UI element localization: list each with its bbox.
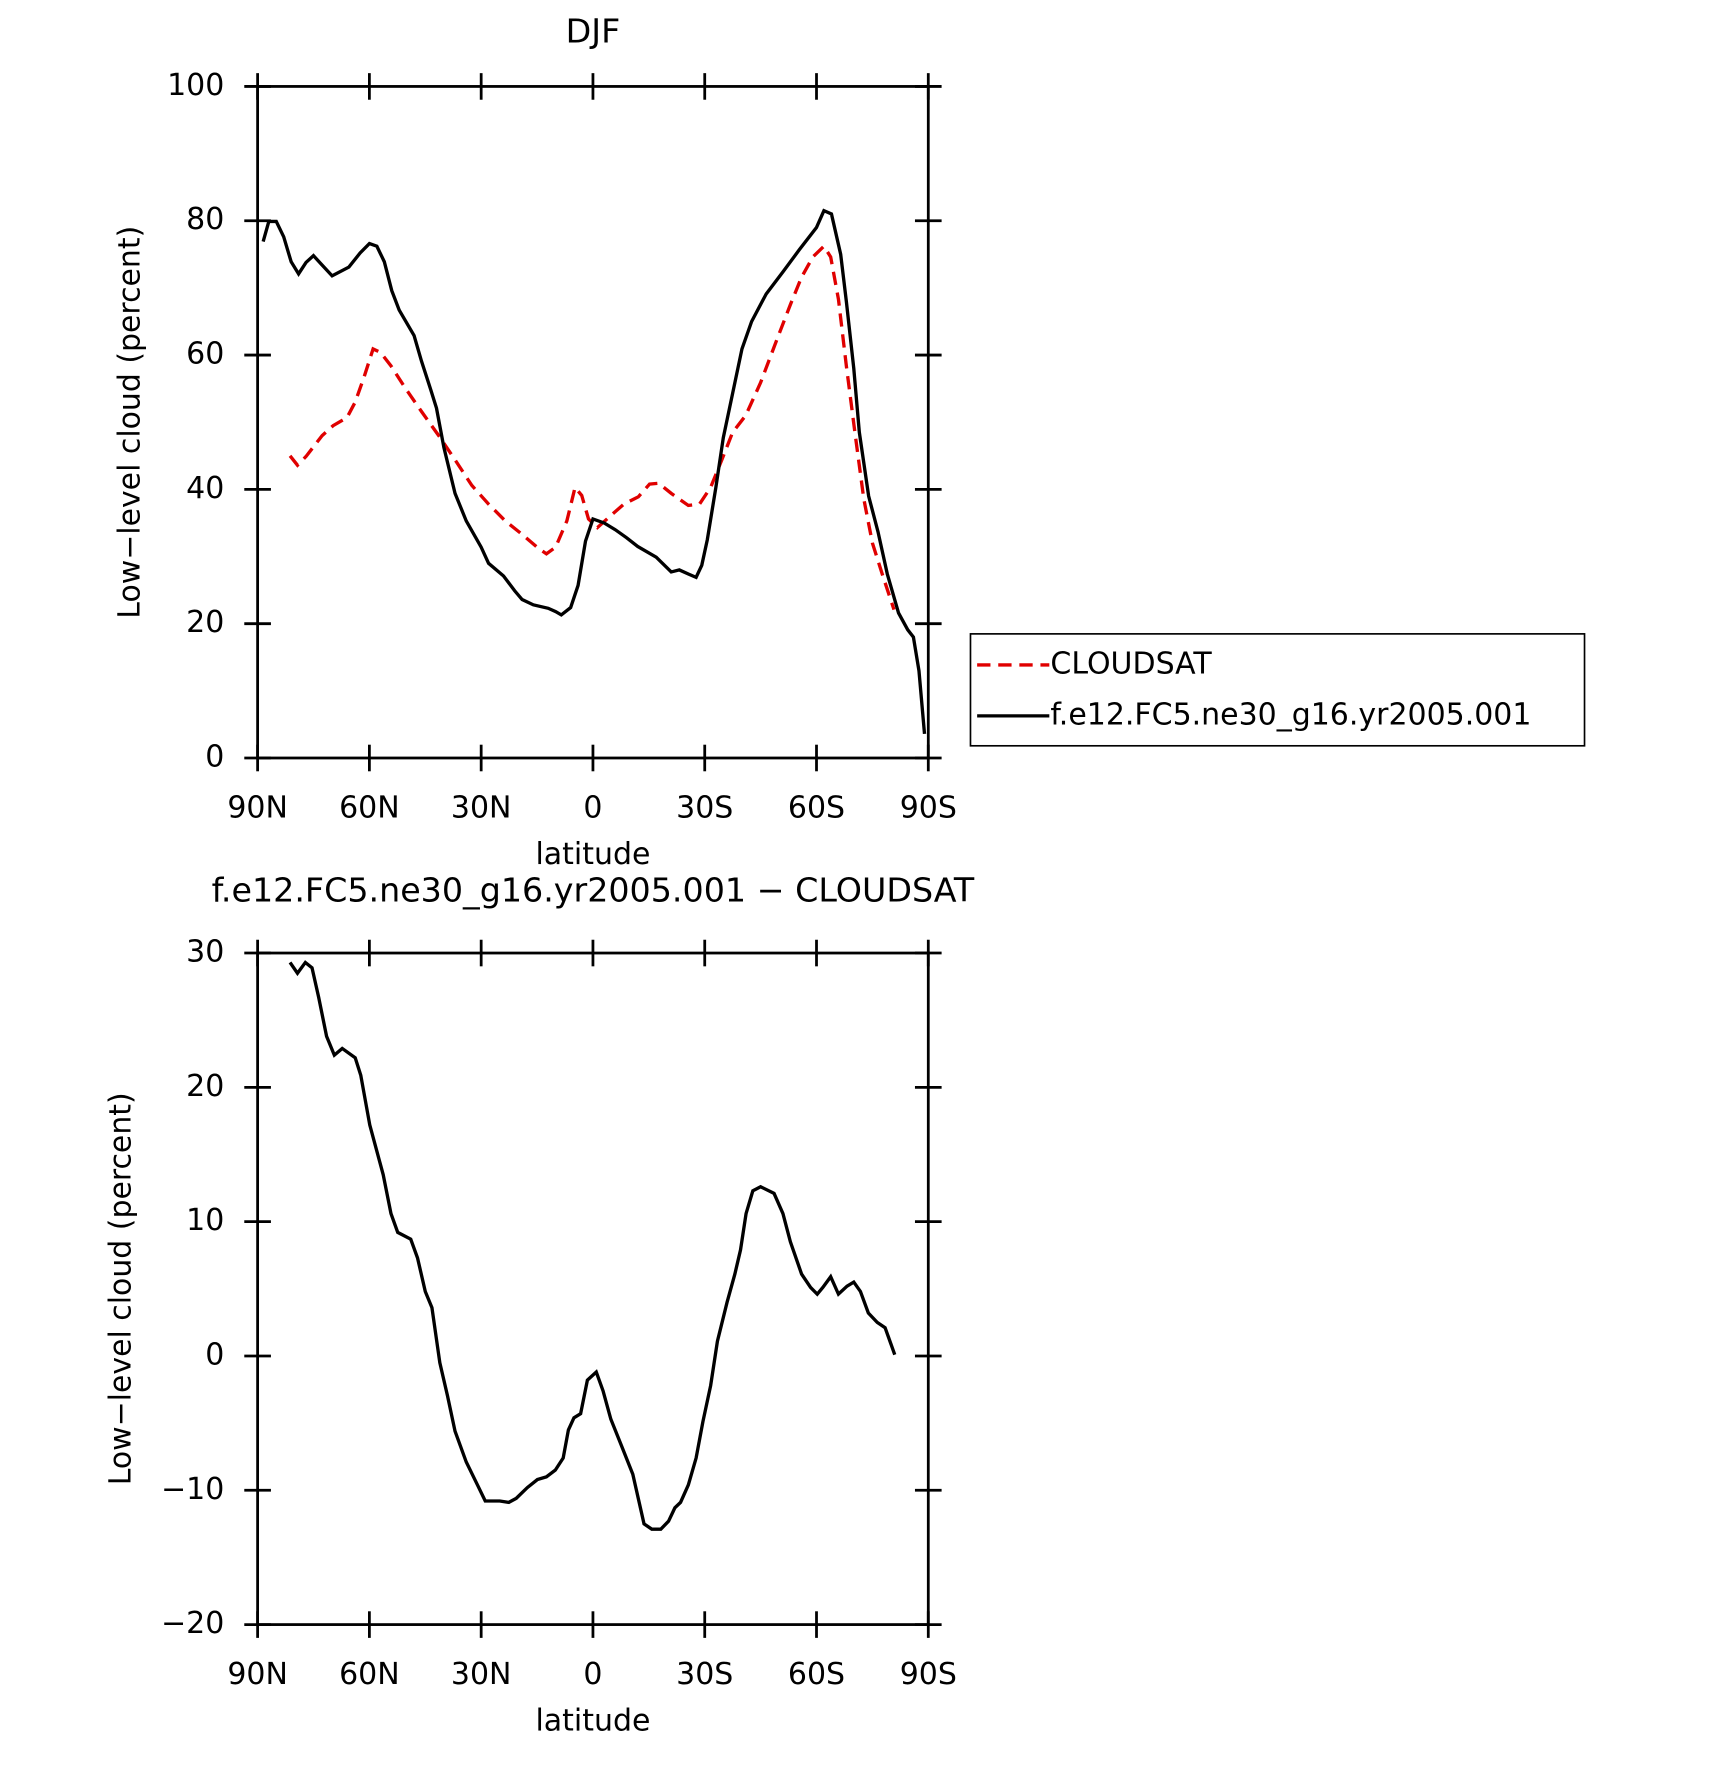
x-tick-label: 0	[583, 790, 602, 825]
y-tick-label: 30	[186, 935, 224, 970]
series-line	[261, 208, 927, 734]
x-tick-label: 60S	[788, 1657, 845, 1692]
x-tick-label: 30N	[451, 1657, 512, 1692]
plot-frame	[256, 951, 930, 1626]
plot-frame	[256, 85, 930, 760]
y-tick-label: 0	[205, 1337, 224, 1372]
x-tick-label: 90N	[227, 1657, 288, 1692]
series-line	[288, 960, 897, 1531]
x-tick-label: 60N	[339, 790, 400, 825]
legend-label: f.e12.FC5.ne30_g16.yr2005.001	[1050, 697, 1531, 732]
x-tick-label: 90S	[900, 1657, 957, 1692]
x-tick-label: 60S	[788, 790, 845, 825]
x-tick-label: 90S	[900, 790, 957, 825]
legend-label: CLOUDSAT	[1050, 646, 1212, 681]
x-tick-label: 30N	[451, 790, 512, 825]
y-axis-label: Low−level cloud (percent)	[104, 1092, 139, 1485]
y-tick-label: 60	[186, 337, 224, 372]
x-tick-label: 30S	[676, 790, 733, 825]
y-axis-label: Low−level cloud (percent)	[113, 226, 148, 619]
x-tick-label: 90N	[227, 790, 288, 825]
chart-title: DJF	[566, 12, 621, 51]
y-tick-label: 0	[205, 740, 224, 775]
y-tick-label: −10	[161, 1472, 224, 1507]
x-axis-label: latitude	[535, 837, 650, 872]
x-axis-label: latitude	[535, 1704, 650, 1739]
y-tick-label: −20	[161, 1606, 224, 1641]
chart-title: f.e12.FC5.ne30_g16.yr2005.001 − CLOUDSAT	[212, 871, 975, 910]
series-line	[288, 243, 896, 611]
x-tick-label: 60N	[339, 1657, 400, 1692]
legend-box	[969, 633, 1586, 747]
y-tick-label: 40	[186, 471, 224, 506]
x-tick-label: 0	[583, 1657, 602, 1692]
y-tick-label: 100	[167, 68, 224, 103]
y-tick-label: 80	[186, 202, 224, 237]
y-tick-label: 20	[186, 605, 224, 640]
x-tick-label: 30S	[676, 1657, 733, 1692]
y-tick-label: 20	[186, 1069, 224, 1104]
y-tick-label: 10	[186, 1203, 224, 1238]
